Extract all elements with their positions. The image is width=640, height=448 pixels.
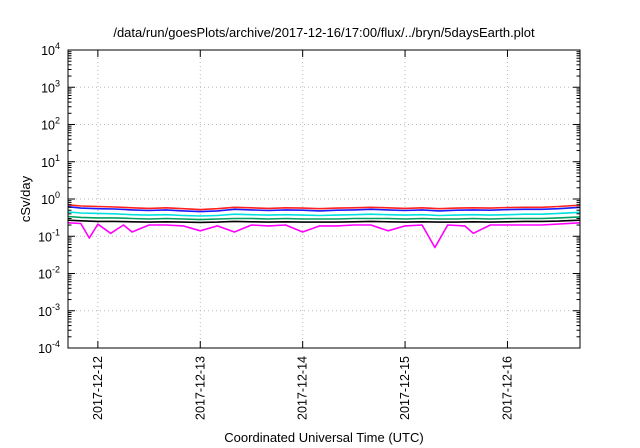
y-tick-label: 10-2: [38, 265, 60, 282]
x-tick-label: 2017-12-16: [500, 356, 514, 420]
y-tick-label: 102: [41, 116, 60, 133]
series-lines: [67, 204, 581, 249]
x-tick-label: 2017-12-12: [91, 356, 105, 420]
y-tick-label: 10-3: [38, 302, 60, 319]
series-line: [67, 222, 581, 249]
x-tick-label: 2017-12-13: [193, 356, 207, 420]
y-tick-label: 101: [41, 153, 60, 170]
y-tick-label: 103: [41, 78, 60, 95]
y-tick-label: 10-4: [38, 339, 60, 356]
y-axis-label: cSv/day: [18, 175, 33, 222]
y-tick-label: 100: [41, 190, 60, 207]
x-tick-label: 2017-12-14: [296, 356, 310, 420]
y-axis: 104 103 102 101 100 10-1 10-2 10-3 10-4: [38, 41, 580, 356]
series-line: [67, 204, 581, 211]
series-line: [67, 211, 581, 217]
x-tick-label: 2017-12-15: [398, 356, 412, 420]
series-line: [67, 205, 581, 213]
y-tick-label: 104: [41, 41, 60, 58]
grid-lines: [68, 50, 580, 348]
series-line: [67, 219, 581, 224]
x-axis-label: Coordinated Universal Time (UTC): [224, 430, 423, 445]
y-tick-label: 10-1: [38, 227, 60, 244]
chart-title: /data/run/goesPlots/archive/2017-12-16/1…: [113, 25, 535, 40]
series-line: [67, 215, 581, 221]
x-axis: 2017-12-12 2017-12-13 2017-12-14 2017-12-15…: [91, 50, 514, 420]
